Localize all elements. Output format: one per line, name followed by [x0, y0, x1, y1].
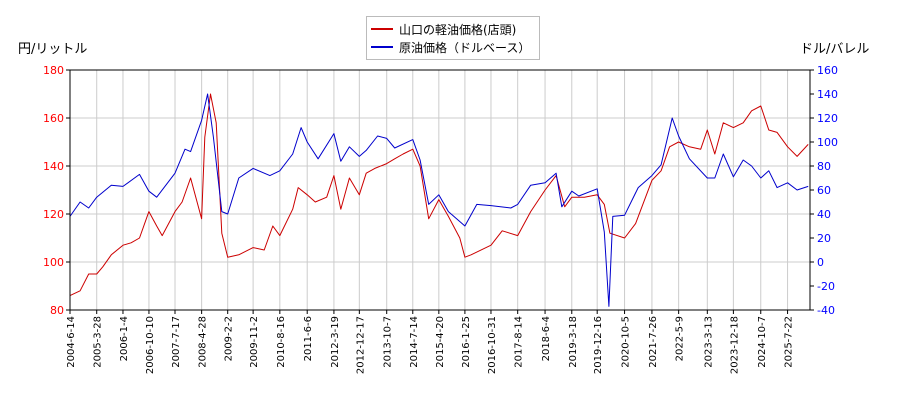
x-tick-label: 2010-8-16: [276, 316, 287, 368]
legend-swatch-red: [371, 28, 393, 30]
right-tick-label: 60: [817, 184, 831, 197]
legend-item-gasoil: 山口の軽油価格(店頭): [371, 20, 516, 38]
left-tick-label: 80: [50, 304, 64, 317]
left-tick-label: 140: [43, 160, 64, 173]
right-tick-label: -20: [817, 280, 835, 293]
right-tick-label: 20: [817, 232, 831, 245]
x-tick-label: 2017-8-14: [514, 316, 525, 368]
x-tick-label: 2008-4-28: [198, 316, 209, 368]
x-tick-label: 2005-3-28: [93, 316, 104, 368]
legend-swatch-blue: [371, 46, 393, 48]
x-tick-label: 2004-6-14: [66, 316, 77, 368]
x-tick-label: 2013-10-7: [383, 316, 394, 368]
x-tick-label: 2014-7-14: [409, 316, 420, 368]
legend-label-gasoil: 山口の軽油価格(店頭): [399, 22, 517, 37]
y-right-axis-title: ドル/バレル: [800, 42, 870, 57]
right-tick-label: 140: [817, 88, 838, 101]
x-tick-label: 2016-10-31: [487, 316, 498, 374]
y-left-axis-title: 円/リットル: [18, 42, 88, 57]
x-tick-label: 2011-6-6: [303, 316, 314, 361]
x-tick-label: 2024-10-7: [757, 316, 768, 368]
x-tick-label: 2006-10-10: [145, 316, 156, 374]
x-tick-label: 2018-6-4: [541, 316, 552, 361]
x-tick-label: 2015-4-20: [435, 316, 446, 368]
x-tick-label: 2016-1-25: [461, 316, 472, 368]
right-tick-label: 80: [817, 160, 831, 173]
x-tick-label: 2023-3-13: [703, 316, 714, 368]
right-tick-label: 120: [817, 112, 838, 125]
x-tick-label: 2021-7-26: [648, 316, 659, 368]
legend: 山口の軽油価格(店頭) 原油価格（ドルベース）: [366, 16, 540, 60]
series-line: [69, 93, 809, 297]
plot-area: [70, 70, 810, 310]
x-tick-label: 2019-3-18: [568, 316, 579, 368]
x-tick-label: 2025-7-22: [784, 316, 795, 368]
x-tick-label: 2012-12-17: [355, 316, 366, 374]
right-tick-label: 100: [817, 136, 838, 149]
x-tick-label: 2019-12-16: [593, 316, 604, 374]
right-tick-label: -40: [817, 304, 835, 317]
left-axis: 80 100 120 140 160 180: [43, 64, 70, 317]
right-tick-label: 0: [817, 256, 824, 269]
x-tick-label: 2022-5-9: [675, 316, 686, 361]
x-tick-label: 2023-12-18: [729, 316, 740, 374]
right-tick-label: 160: [817, 64, 838, 77]
right-tick-label: 40: [817, 208, 831, 221]
left-tick-label: 100: [43, 256, 64, 269]
x-tick-label: 2009-11-2: [249, 316, 260, 368]
x-tick-label: 2020-10-5: [621, 316, 632, 368]
legend-item-crude: 原油価格（ドルベース）: [371, 38, 530, 56]
right-axis: -40 -20 0 20 40 60 80 100 120 140 160: [810, 64, 838, 317]
legend-label-crude: 原油価格（ドルベース）: [399, 40, 531, 55]
x-tick-label: 2006-1-4: [119, 316, 130, 361]
x-tick-label: 2009-2-2: [224, 316, 235, 361]
left-tick-label: 180: [43, 64, 64, 77]
series-line: [69, 93, 809, 307]
x-tick-label: 2012-3-19: [330, 316, 341, 368]
x-tick-label: 2007-7-17: [171, 316, 182, 368]
left-tick-label: 160: [43, 112, 64, 125]
series-layer: [69, 93, 809, 307]
x-axis: 2004-6-14 2005-3-28 2006-1-4 2006-10-10 2007…: [66, 310, 795, 374]
left-tick-label: 120: [43, 208, 64, 221]
